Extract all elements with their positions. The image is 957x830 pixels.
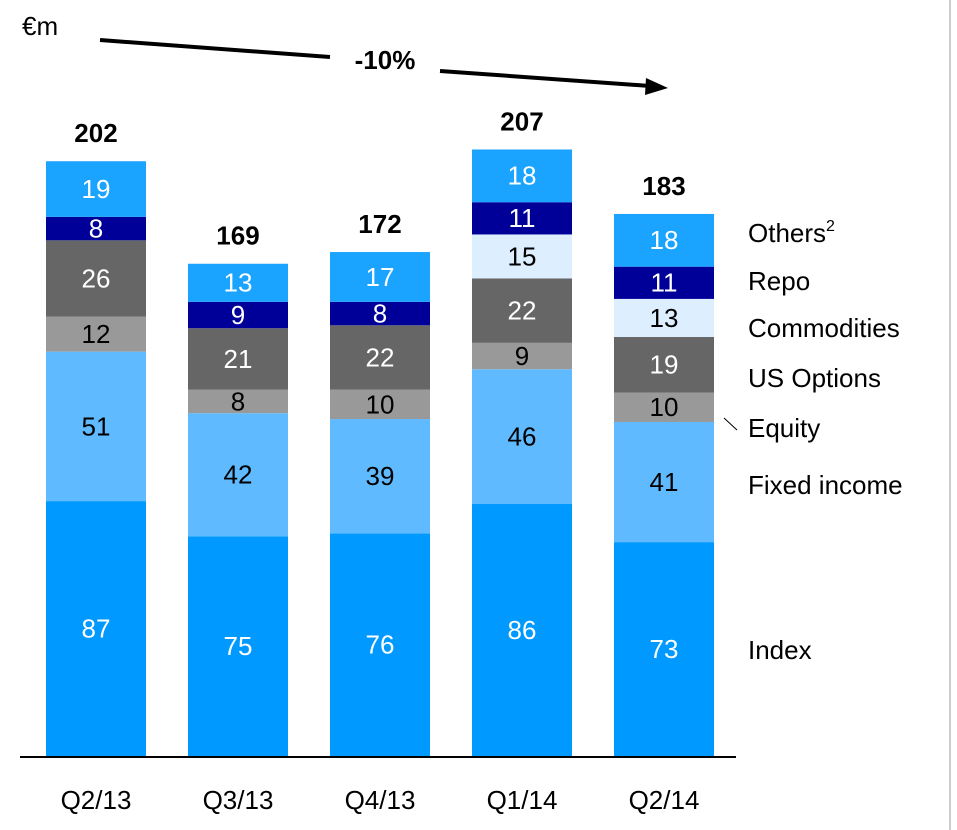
legend-label: Equity [748, 413, 820, 443]
value-label: 11 [651, 268, 678, 298]
value-label: 76 [366, 630, 395, 660]
total-label: 207 [500, 106, 543, 136]
bar-segment [614, 213, 714, 267]
bar-segment [472, 234, 572, 279]
bar-segment [46, 501, 146, 756]
bar-segment [472, 202, 572, 235]
leader-line [723, 417, 738, 431]
total-label: 183 [642, 171, 685, 201]
trend-arrow [99, 38, 331, 59]
x-tick-label: Q4/13 [345, 785, 416, 815]
arrow-head [645, 78, 668, 95]
value-label: 11 [509, 203, 536, 233]
legend-label: Fixed income [748, 470, 903, 500]
value-label: 18 [650, 225, 679, 255]
legend-label: Commodities [748, 313, 900, 343]
bar-segment [330, 389, 430, 420]
bar-segment [46, 351, 146, 502]
value-label: 18 [508, 161, 537, 191]
bar-segment [330, 252, 430, 302]
bar-segment [614, 337, 714, 393]
bar-segment [188, 536, 288, 756]
bar-segment [330, 419, 430, 534]
bar-segment [188, 389, 288, 414]
change-annotation: -10% [355, 45, 416, 75]
legend-name: US Options [748, 363, 881, 393]
value-label: 12 [82, 319, 111, 349]
bar-segment [188, 413, 288, 537]
value-label: 10 [650, 392, 679, 422]
x-tick-label: Q2/13 [61, 785, 132, 815]
value-label: 8 [231, 386, 245, 416]
bar-segment [472, 149, 572, 203]
trend-arrow [439, 69, 651, 88]
value-label: 21 [224, 344, 253, 374]
unit-label: €m [22, 11, 58, 41]
bar-segment [614, 392, 714, 422]
bar-segment [614, 298, 714, 338]
legend-name: Fixed income [748, 470, 903, 500]
bar-segment [188, 328, 288, 390]
value-label: 75 [224, 631, 253, 661]
bar-segment [46, 216, 146, 241]
value-label: 13 [224, 268, 253, 298]
value-label: 19 [650, 350, 679, 380]
bar-segment [614, 542, 714, 756]
total-label: 202 [74, 118, 117, 148]
value-label: 15 [508, 241, 537, 271]
value-label: 13 [650, 303, 679, 333]
x-tick-label: Q3/13 [203, 785, 274, 815]
legend-name: Index [748, 635, 812, 665]
value-label: 9 [231, 300, 245, 330]
total-label: 169 [216, 221, 259, 251]
value-label: 22 [508, 296, 537, 326]
bar-segment [188, 263, 288, 302]
total-label: 172 [358, 209, 401, 239]
value-label: 87 [82, 613, 111, 643]
value-label: 9 [515, 341, 529, 371]
bar-segment [472, 369, 572, 505]
value-label: 22 [366, 342, 395, 372]
x-tick-label: Q1/14 [487, 785, 558, 815]
value-label: 10 [366, 389, 395, 419]
value-label: 26 [82, 263, 111, 293]
value-label: 46 [508, 422, 537, 452]
legend-label: US Options [748, 363, 881, 393]
bar-segment [614, 421, 714, 543]
bar-segment [472, 504, 572, 756]
bar-segment [330, 533, 430, 756]
value-label: 17 [366, 262, 395, 292]
bar-segment [330, 301, 430, 326]
legend-name: Others [748, 218, 826, 248]
value-label: 73 [650, 634, 679, 664]
value-label: 42 [224, 460, 253, 490]
value-label: 41 [650, 467, 679, 497]
value-label: 51 [82, 411, 111, 441]
legend-label: Index [748, 635, 812, 665]
bar-segment [46, 161, 146, 217]
bar-segment [46, 240, 146, 317]
bar-segment [614, 266, 714, 299]
bar-segment [330, 325, 430, 390]
value-label: 19 [82, 174, 111, 204]
value-label: 39 [366, 461, 395, 491]
bar-segment [188, 301, 288, 329]
legend-name: Commodities [748, 313, 900, 343]
x-tick-label: Q2/14 [629, 785, 700, 815]
legend-name: Repo [748, 266, 810, 296]
bar-segment [472, 278, 572, 343]
legend-superscript: 2 [826, 218, 835, 235]
value-label: 86 [508, 615, 537, 645]
value-label: 8 [373, 298, 387, 328]
bar-segment [472, 342, 572, 370]
legend-label: Others2 [748, 218, 835, 248]
legend-name: Equity [748, 413, 820, 443]
legend-label: Repo [748, 266, 810, 296]
value-label: 8 [89, 213, 103, 243]
bar-segment [46, 316, 146, 352]
